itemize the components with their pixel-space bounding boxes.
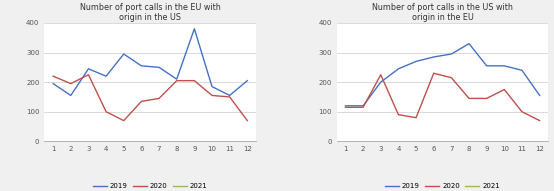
- 2020: [138, 100, 145, 103]
- 2019: [85, 68, 92, 70]
- 2020: [227, 96, 233, 98]
- 2019: [68, 94, 74, 97]
- 2020: [191, 79, 198, 82]
- 2019: [430, 56, 437, 58]
- 2019: [466, 42, 473, 45]
- 2019: [536, 94, 543, 97]
- 2019: [377, 81, 384, 83]
- 2020: [483, 97, 490, 100]
- 2019: [448, 53, 455, 55]
- Legend: 2019, 2020, 2021: 2019, 2020, 2021: [382, 180, 502, 191]
- 2020: [103, 111, 110, 113]
- 2019: [244, 79, 250, 82]
- 2019: [156, 66, 162, 68]
- 2019: [173, 78, 180, 80]
- 2020: [501, 88, 507, 91]
- 2020: [244, 120, 250, 122]
- 2019: [360, 105, 366, 107]
- Line: 2019: 2019: [346, 44, 540, 106]
- 2020: [430, 72, 437, 74]
- 2020: [50, 75, 57, 77]
- 2019: [103, 75, 110, 77]
- 2019: [50, 83, 57, 85]
- 2020: [519, 111, 525, 113]
- 2020: [173, 79, 180, 82]
- 2019: [209, 85, 216, 88]
- 2019: [138, 65, 145, 67]
- 2020: [395, 113, 402, 116]
- 2019: [227, 94, 233, 97]
- 2020: [448, 77, 455, 79]
- 2020: [377, 74, 384, 76]
- 2020: [466, 97, 473, 100]
- 2020: [413, 117, 419, 119]
- Legend: 2019, 2020, 2021: 2019, 2020, 2021: [90, 180, 211, 191]
- 2020: [536, 120, 543, 122]
- 2020: [360, 106, 366, 108]
- 2020: [342, 106, 349, 108]
- 2019: [501, 65, 507, 67]
- 2020: [68, 83, 74, 85]
- 2020: [85, 74, 92, 76]
- Title: Number of port calls in the US with
origin in the EU: Number of port calls in the US with orig…: [372, 3, 513, 22]
- 2019: [519, 69, 525, 71]
- 2019: [191, 28, 198, 30]
- 2019: [413, 60, 419, 62]
- 2019: [342, 105, 349, 107]
- Line: 2019: 2019: [53, 29, 247, 95]
- 2020: [120, 120, 127, 122]
- 2020: [209, 94, 216, 97]
- Line: 2020: 2020: [346, 73, 540, 121]
- 2020: [156, 97, 162, 100]
- 2019: [120, 53, 127, 55]
- 2019: [395, 68, 402, 70]
- Title: Number of port calls in the EU with
origin in the US: Number of port calls in the EU with orig…: [80, 3, 220, 22]
- 2019: [483, 65, 490, 67]
- Line: 2020: 2020: [53, 75, 247, 121]
